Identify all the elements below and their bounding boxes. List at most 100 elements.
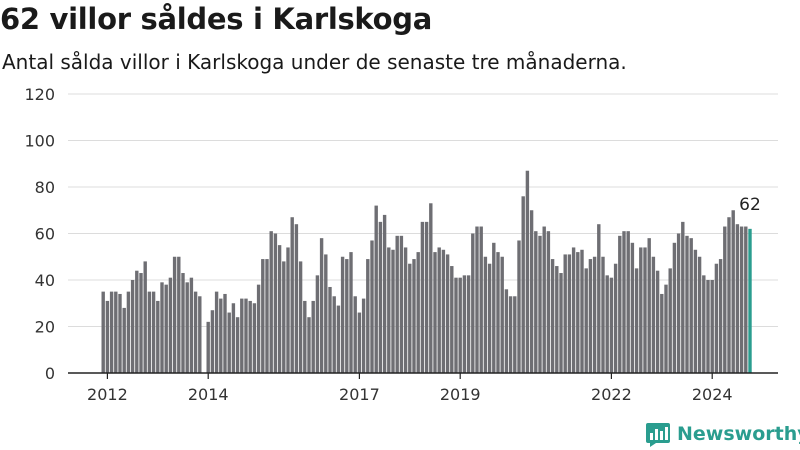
bar: [382, 214, 387, 373]
bar: [336, 305, 341, 373]
bar: [303, 300, 307, 373]
bar: [462, 275, 467, 373]
bar: [458, 277, 462, 373]
bar: [277, 245, 282, 373]
bar: [324, 254, 328, 373]
bar: [563, 254, 567, 373]
bar: [550, 259, 555, 373]
bar: [702, 275, 706, 373]
bar: [395, 235, 399, 373]
bar: [483, 256, 488, 373]
bar: [500, 256, 504, 373]
chart-title: 62 villor såldes i Karlskoga: [0, 2, 432, 36]
y-tick-label: 40: [35, 271, 55, 290]
x-tick-label: 2022: [591, 385, 632, 404]
bar: [689, 238, 693, 373]
bar: [181, 273, 185, 373]
bar: [214, 291, 219, 373]
bar: [126, 291, 131, 373]
bar: [294, 224, 299, 373]
bar: [403, 247, 408, 373]
bar-highlight: [748, 228, 752, 373]
bar: [571, 247, 576, 373]
bar: [630, 242, 635, 373]
bar: [420, 221, 425, 373]
bar: [567, 254, 572, 373]
x-tick-label: 2012: [87, 385, 128, 404]
bar: [231, 303, 236, 373]
bar: [122, 307, 126, 373]
y-tick-label: 60: [35, 225, 55, 244]
bar: [387, 247, 391, 373]
bar: [319, 238, 324, 373]
bar: [723, 226, 727, 373]
bar: [584, 268, 588, 373]
bar: [466, 275, 471, 373]
chart-subtitle: Antal sålda villor i Karlskoga under de …: [2, 50, 627, 74]
bar: [244, 298, 248, 373]
bar: [429, 203, 433, 373]
bar: [454, 277, 458, 373]
bar: [147, 291, 152, 373]
bar: [718, 259, 723, 373]
bar: [592, 256, 597, 373]
bar: [597, 224, 601, 373]
bar: [542, 226, 546, 373]
bar: [366, 259, 370, 373]
bar: [513, 296, 517, 373]
bar: [135, 270, 139, 373]
bar: [219, 298, 223, 373]
bar: [361, 298, 366, 373]
bar: [114, 291, 118, 373]
bar: [328, 286, 332, 373]
bar: [210, 310, 215, 373]
bar: [437, 247, 441, 373]
bar: [101, 291, 105, 373]
bar: [744, 226, 748, 373]
bar: [240, 298, 244, 373]
bar: [504, 289, 509, 373]
bar: [487, 263, 492, 373]
bar: [634, 268, 639, 373]
x-tick-label: 2017: [339, 385, 380, 404]
bar: [588, 259, 593, 373]
bar: [185, 282, 189, 373]
x-tick-label: 2014: [188, 385, 229, 404]
bar: [685, 235, 689, 373]
bar: [655, 270, 660, 373]
bar: [172, 256, 177, 373]
bar: [517, 240, 521, 373]
bar: [273, 233, 278, 373]
bar: [555, 266, 559, 373]
brand-name: Newsworthy: [677, 423, 800, 445]
bar: [151, 291, 156, 373]
bar: [664, 284, 668, 373]
bar: [697, 256, 702, 373]
bar: [538, 235, 542, 373]
bar: [378, 221, 383, 373]
bar: [189, 277, 194, 373]
bar: [416, 252, 420, 373]
y-tick-label: 80: [35, 178, 55, 197]
bar: [714, 263, 719, 373]
bar: [651, 256, 656, 373]
x-tick-label: 2019: [440, 385, 481, 404]
bar: [261, 259, 265, 373]
bar: [160, 282, 164, 373]
bar: [479, 226, 483, 373]
bar: [706, 280, 710, 373]
bar: [609, 277, 614, 373]
bar: [265, 259, 269, 373]
y-tick-label: 120: [24, 85, 55, 104]
bar: [164, 284, 168, 373]
bar: [248, 300, 252, 373]
bar: [580, 249, 584, 373]
bar: [269, 231, 273, 373]
bar: [492, 242, 496, 373]
bar: [206, 321, 210, 373]
bar: [332, 296, 336, 373]
bar: [626, 231, 630, 373]
newsworthy-logo-icon: [646, 423, 670, 447]
bar: [693, 249, 698, 373]
bar: [143, 261, 147, 373]
